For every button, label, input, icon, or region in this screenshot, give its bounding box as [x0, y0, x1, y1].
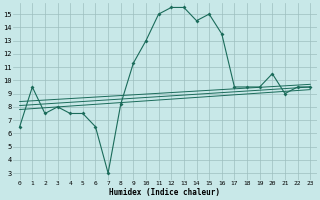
X-axis label: Humidex (Indice chaleur): Humidex (Indice chaleur) [109, 188, 220, 197]
